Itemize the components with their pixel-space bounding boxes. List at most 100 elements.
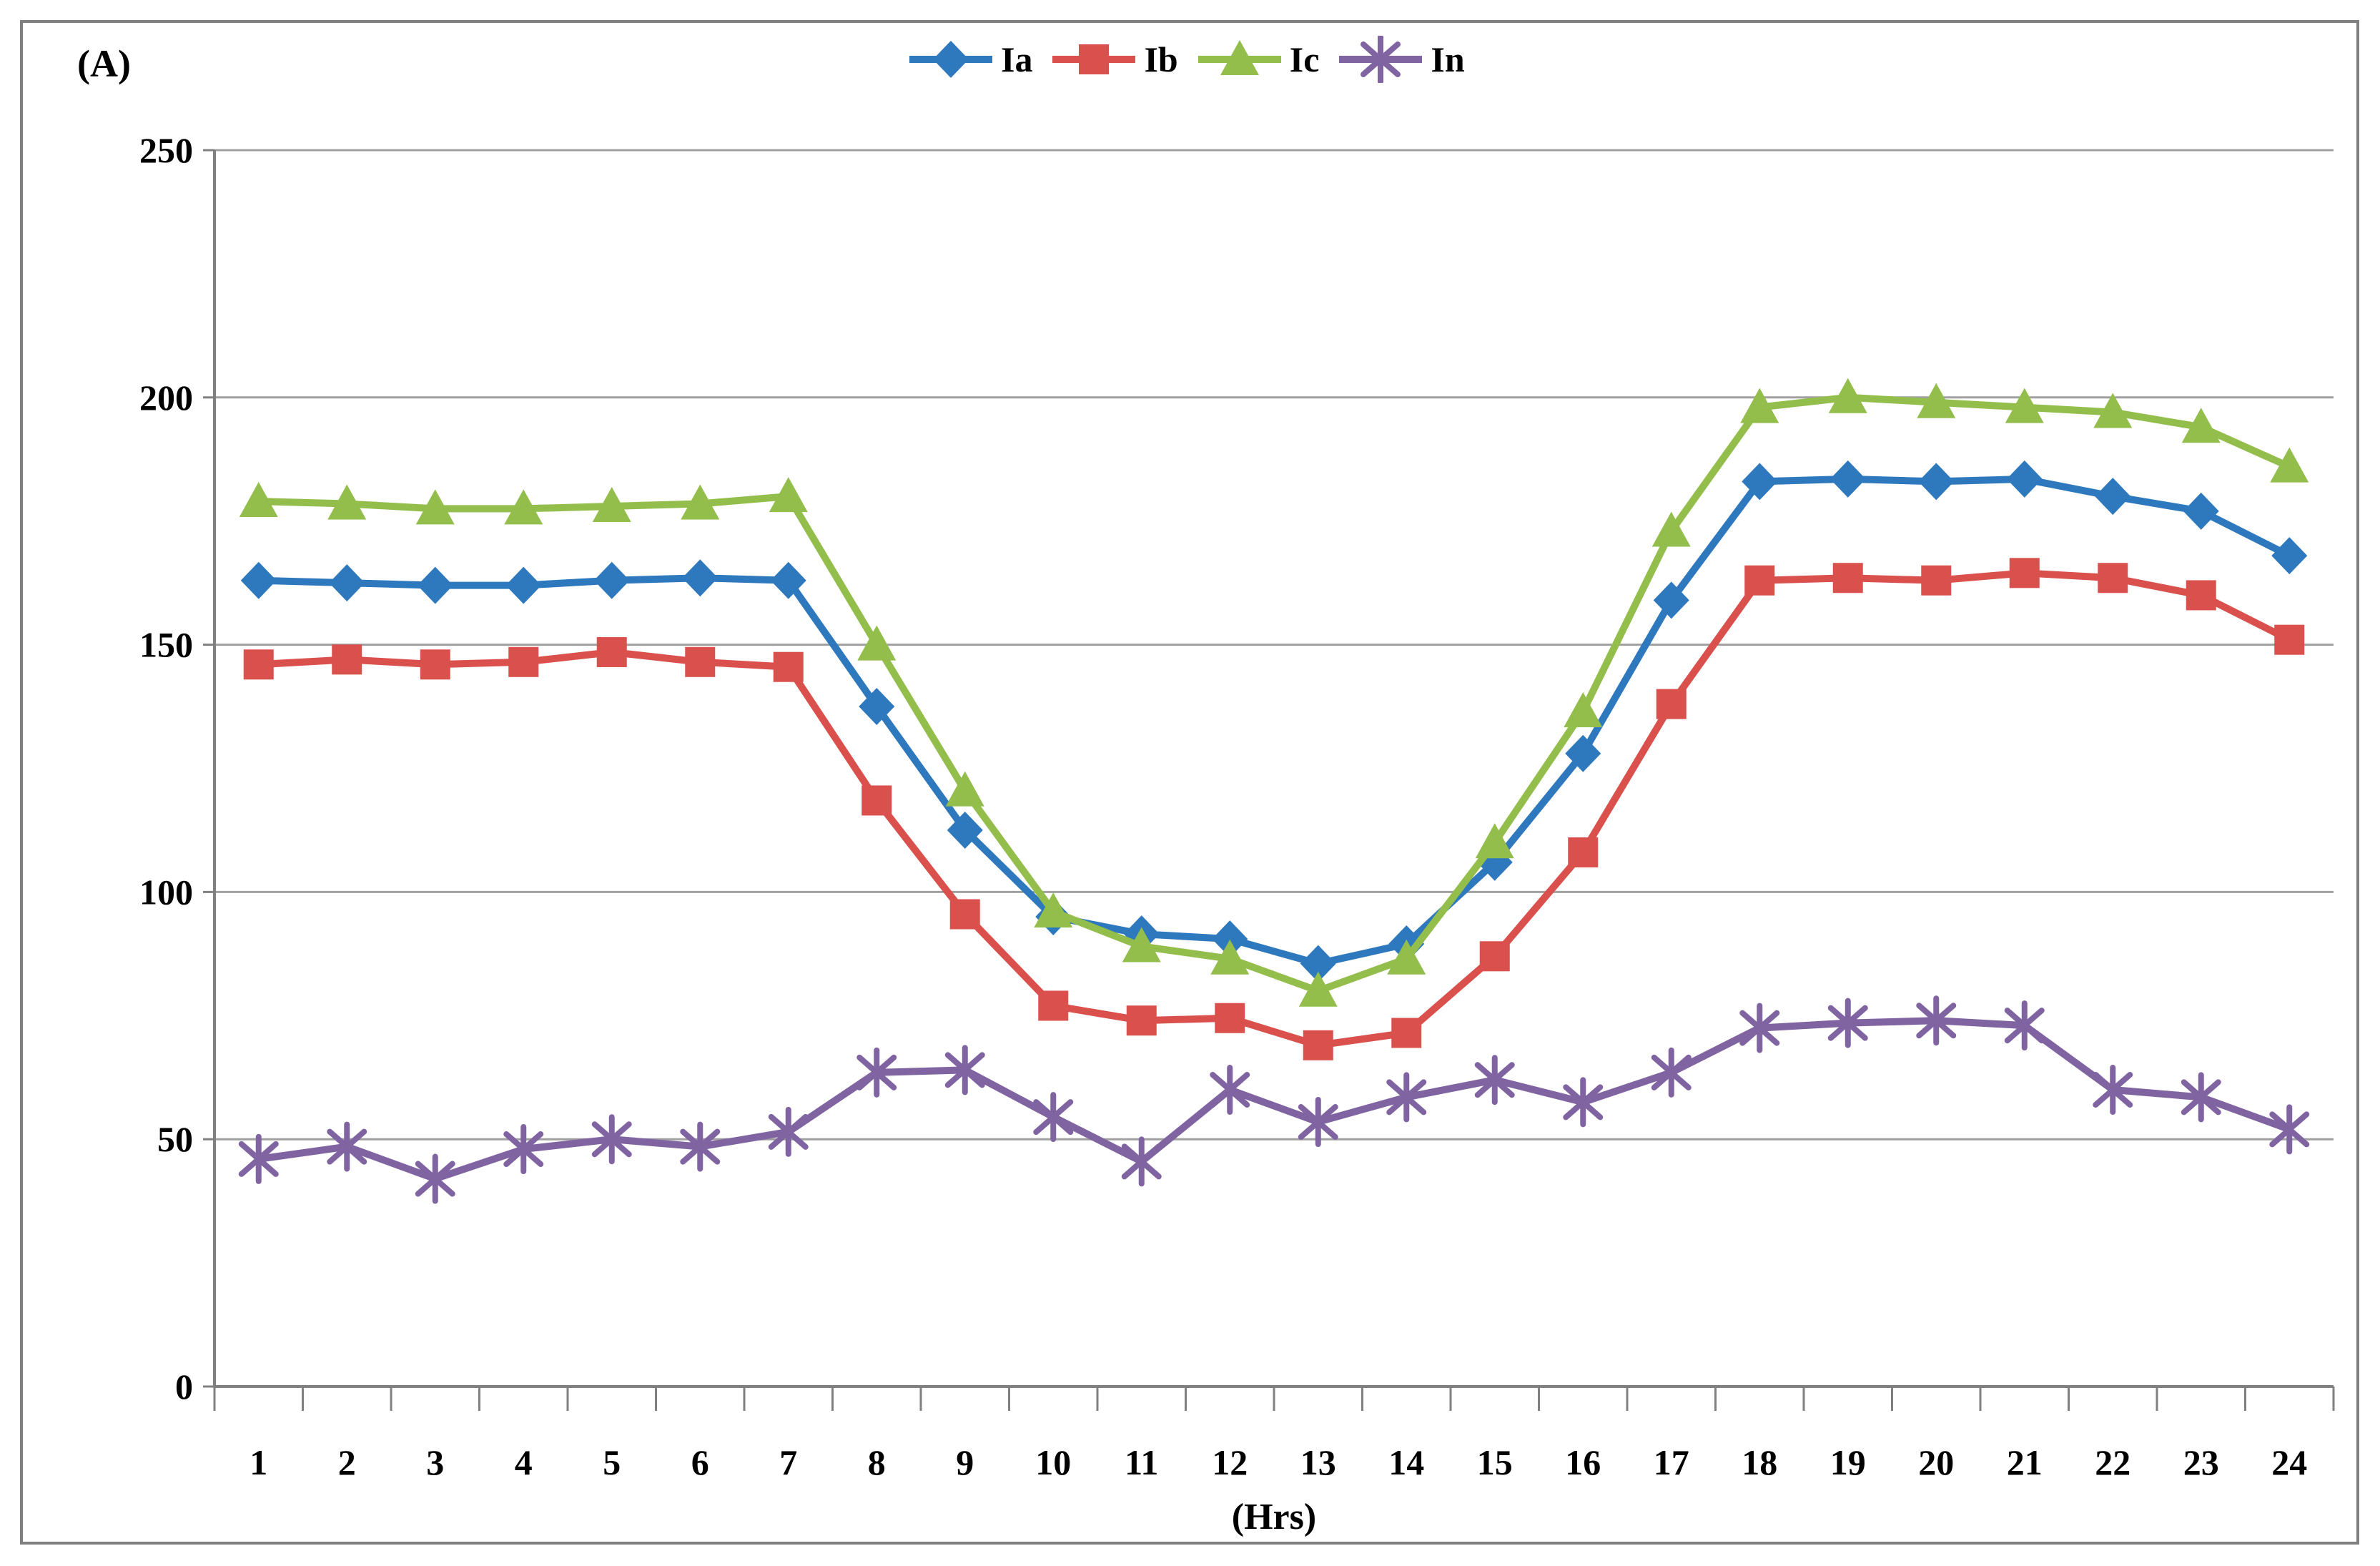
series-Ic-point-11 xyxy=(1122,927,1161,962)
series-Ia-point-9 xyxy=(947,811,983,849)
series-Ia-point-5 xyxy=(593,561,630,599)
series-Ib-point-9 xyxy=(949,899,980,930)
series-In-point-12 xyxy=(1210,1065,1250,1116)
series-Ib-point-17 xyxy=(1656,689,1687,719)
x-tick-label-1: 1 xyxy=(250,1442,267,1482)
legend-item-in: In xyxy=(1338,36,1465,83)
series-In-point-9 xyxy=(944,1045,985,1095)
series-Ic-point-24 xyxy=(2270,447,2309,483)
series-line-In xyxy=(258,1017,2291,1183)
series-Ib-point-23 xyxy=(2186,580,2216,611)
series-Ic-point-8 xyxy=(857,625,897,661)
series-In-point-19 xyxy=(1827,998,1868,1048)
y-tick-label-150: 150 xyxy=(139,625,193,665)
series-Ia-point-19 xyxy=(1830,460,1866,498)
series-Ic-point-14 xyxy=(1387,939,1426,975)
series-Ia-point-1 xyxy=(240,561,277,599)
series-Ib-point-8 xyxy=(861,785,892,816)
x-tick-label-15: 15 xyxy=(1477,1442,1513,1482)
series-In-point-5 xyxy=(591,1114,632,1165)
series-Ib-point-1 xyxy=(243,649,274,680)
series-Ib-point-3 xyxy=(420,649,450,680)
series-Ia-point-18 xyxy=(1742,463,1778,501)
series-Ic-point-10 xyxy=(1034,892,1073,928)
series-line-Ic xyxy=(258,393,2291,995)
x-tick-label-8: 8 xyxy=(868,1442,886,1482)
legend-item-ib: Ib xyxy=(1051,36,1178,83)
series-In-point-2 xyxy=(327,1121,367,1172)
series-Ic-point-22 xyxy=(2093,393,2133,428)
series-Ia-point-20 xyxy=(1918,463,1955,501)
legend-item-ic: Ic xyxy=(1197,36,1320,83)
x-tick-label-23: 23 xyxy=(2183,1442,2219,1482)
chart-legend: Ia Ib Ic In xyxy=(908,36,1465,83)
x-tick-label-22: 22 xyxy=(2095,1442,2130,1482)
x-tick-label-3: 3 xyxy=(426,1442,444,1482)
legend-item-ia: Ia xyxy=(908,36,1032,83)
series-In-point-7 xyxy=(768,1106,809,1157)
x-tick-label-18: 18 xyxy=(1742,1442,1777,1482)
x-tick-label-9: 9 xyxy=(956,1442,974,1482)
legend-marker-in-icon xyxy=(1339,36,1423,83)
x-tick-label-19: 19 xyxy=(1830,1442,1866,1482)
series-Ia-point-6 xyxy=(682,559,719,597)
series-In-point-21 xyxy=(2004,1000,2045,1051)
series-Ib-point-10 xyxy=(1038,990,1069,1021)
y-tick-label-0: 0 xyxy=(175,1366,193,1407)
series-Ib-point-5 xyxy=(596,636,627,667)
series-Ia-point-24 xyxy=(2271,537,2308,575)
series-Ia-point-23 xyxy=(2183,492,2219,530)
figure-border xyxy=(20,20,2359,1545)
y-tick-label-200: 200 xyxy=(139,378,193,418)
series-Ib-point-2 xyxy=(332,644,362,675)
series-Ia-point-2 xyxy=(329,564,365,602)
series-Ia-point-21 xyxy=(2006,460,2043,498)
series-Ib-point-24 xyxy=(2274,624,2305,655)
series-Ic-point-4 xyxy=(504,489,543,525)
x-tick-label-7: 7 xyxy=(779,1442,797,1482)
series-In-point-23 xyxy=(2181,1072,2221,1123)
series-In-point-14 xyxy=(1386,1072,1427,1123)
y-tick-label-250: 250 xyxy=(139,130,193,170)
series-Ic-point-20 xyxy=(1917,383,1956,418)
series-In-point-22 xyxy=(2093,1065,2133,1116)
series-In-point-16 xyxy=(1563,1077,1604,1128)
series-In-point-10 xyxy=(1033,1092,1074,1143)
y-tick-label-50: 50 xyxy=(157,1119,193,1159)
series-Ia-point-22 xyxy=(2095,478,2131,516)
x-tick-label-4: 4 xyxy=(515,1442,533,1482)
series-Ib-point-15 xyxy=(1479,941,1510,972)
x-tick-label-14: 14 xyxy=(1388,1442,1424,1482)
series-Ic-point-6 xyxy=(681,484,720,520)
legend-label-in: In xyxy=(1431,39,1465,79)
series-In-point-13 xyxy=(1298,1096,1338,1147)
y-tick-label-100: 100 xyxy=(139,872,193,912)
series-Ib-point-19 xyxy=(1832,563,1863,594)
legend-marker-ia-icon xyxy=(909,41,992,78)
series-Ib-point-4 xyxy=(508,646,539,677)
legend-marker-ib-icon xyxy=(1052,44,1136,74)
series-Ib-point-20 xyxy=(1921,565,1952,596)
x-tick-label-16: 16 xyxy=(1565,1442,1601,1482)
legend-marker-shape-ib xyxy=(1079,44,1110,74)
legend-label-ic: Ic xyxy=(1289,39,1320,79)
legend-marker-ic-icon xyxy=(1198,40,1281,75)
series-In-point-18 xyxy=(1739,1003,1780,1053)
series-Ib-point-7 xyxy=(773,651,804,682)
series-Ic-point-17 xyxy=(1651,511,1691,547)
x-tick-label-11: 11 xyxy=(1125,1442,1158,1482)
x-tick-label-5: 5 xyxy=(603,1442,621,1482)
series-In-point-1 xyxy=(238,1133,279,1184)
series-In-point-4 xyxy=(503,1124,544,1175)
y-axis-title: (A) xyxy=(77,42,131,85)
x-tick-label-10: 10 xyxy=(1035,1442,1071,1482)
series-Ic-point-18 xyxy=(1740,388,1779,423)
series-Ib-point-21 xyxy=(2009,558,2040,589)
series-Ia-point-13 xyxy=(1300,945,1336,983)
series-Ib-point-12 xyxy=(1215,1003,1245,1033)
series-In-point-20 xyxy=(1916,995,1957,1046)
x-axis-title: (Hrs) xyxy=(1231,1497,1317,1537)
series-Ia-point-17 xyxy=(1653,581,1689,619)
series-In-point-11 xyxy=(1121,1136,1162,1187)
series-Ic-point-2 xyxy=(327,484,367,520)
